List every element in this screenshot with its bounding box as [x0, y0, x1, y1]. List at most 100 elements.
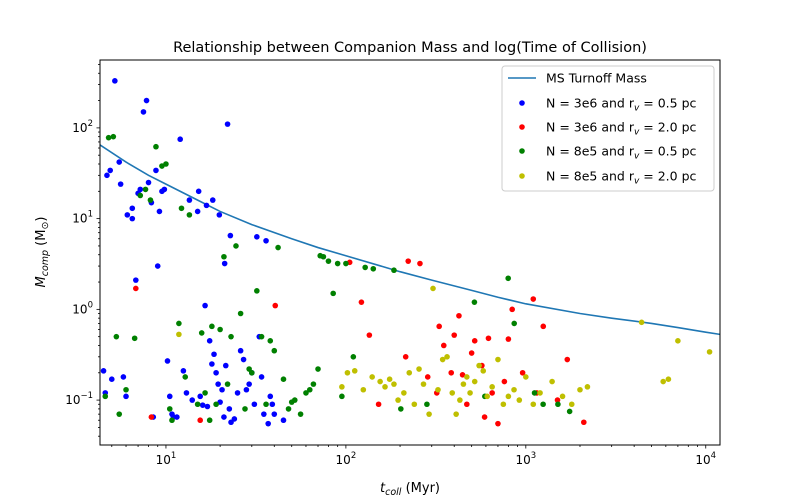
data-point — [440, 342, 447, 349]
data-point — [395, 397, 401, 403]
data-point — [198, 330, 205, 336]
data-point — [495, 356, 501, 363]
data-point — [464, 401, 470, 408]
tick-base: 10 — [72, 302, 87, 316]
data-point — [417, 260, 423, 267]
series-3 — [102, 133, 573, 424]
data-point — [211, 351, 217, 358]
data-point — [351, 368, 358, 374]
tick-base: 10 — [65, 393, 80, 407]
data-point — [105, 134, 112, 141]
data-point — [182, 374, 189, 380]
data-point — [511, 386, 517, 393]
data-point — [263, 237, 269, 244]
data-point — [439, 356, 446, 363]
data-point — [501, 378, 508, 385]
data-point — [449, 390, 456, 396]
legend-label: N = 3e6 and rv = 2.0 pc — [546, 120, 697, 138]
data-point — [242, 406, 248, 412]
data-point — [405, 258, 412, 264]
series-1 — [100, 78, 287, 427]
data-point — [197, 417, 203, 424]
data-point — [386, 376, 393, 382]
data-point — [116, 411, 123, 417]
legend-label-sub: v — [634, 177, 640, 187]
data-point — [195, 188, 202, 195]
data-point — [154, 263, 161, 269]
data-point — [265, 420, 271, 427]
data-point — [484, 393, 490, 400]
data-point — [129, 205, 136, 212]
data-point — [231, 416, 238, 422]
chart-title: Relationship between Companion Mass and … — [173, 40, 647, 56]
data-point — [251, 401, 258, 408]
data-point — [148, 414, 155, 420]
axes-frame — [99, 59, 721, 446]
data-point — [344, 369, 351, 376]
data-point — [120, 374, 127, 380]
data-point — [213, 401, 219, 408]
data-point — [202, 302, 208, 309]
data-point — [505, 393, 512, 400]
data-point — [420, 381, 427, 387]
data-point — [178, 205, 185, 212]
data-point — [169, 417, 175, 424]
data-point — [315, 366, 321, 372]
data-point — [163, 161, 169, 167]
data-point — [370, 265, 377, 272]
tick-base: 10 — [156, 453, 171, 467]
tick-exponent: −1 — [80, 391, 93, 401]
data-point — [391, 381, 397, 387]
data-point — [176, 320, 182, 327]
data-point — [237, 310, 244, 317]
legend-label-rest: = 2.0 pc — [639, 169, 696, 184]
data-point — [530, 296, 537, 302]
tick-base: 10 — [72, 121, 87, 135]
data-point — [495, 420, 501, 427]
data-point — [638, 319, 645, 326]
data-point — [509, 306, 515, 313]
legend-marker — [519, 124, 525, 130]
data-point — [263, 401, 269, 408]
data-point — [297, 411, 304, 417]
data-point — [234, 390, 241, 396]
data-point — [140, 109, 147, 115]
tick-exponent: 3 — [531, 451, 536, 461]
data-point — [476, 362, 482, 369]
data-point — [137, 186, 144, 193]
data-point — [444, 354, 450, 360]
legend-label-main: N = 3e6 and r — [546, 120, 635, 135]
data-point — [194, 208, 201, 215]
data-point — [217, 326, 223, 333]
data-point — [358, 299, 365, 305]
data-point — [460, 381, 467, 387]
data-point — [505, 275, 511, 282]
legend-label-sub: v — [634, 152, 640, 162]
tick-base: 10 — [336, 453, 351, 467]
data-point — [555, 401, 561, 408]
data-point — [471, 299, 478, 305]
y-tick-label: 100 — [72, 300, 93, 316]
data-point — [164, 358, 171, 364]
data-point — [186, 212, 193, 218]
data-point — [209, 323, 215, 330]
tick-exponent: 2 — [351, 451, 356, 461]
data-point — [233, 243, 239, 249]
data-point — [133, 285, 139, 292]
data-point — [531, 390, 538, 396]
data-point — [156, 208, 163, 215]
data-point — [176, 331, 182, 338]
data-point — [180, 368, 187, 374]
data-point — [306, 386, 313, 393]
data-point — [310, 381, 317, 387]
data-point — [267, 338, 274, 344]
data-point — [133, 277, 139, 283]
data-point — [100, 368, 107, 374]
legend-label: N = 8e5 and rv = 2.0 pc — [546, 169, 697, 187]
data-point — [453, 411, 459, 417]
x-axis-label-sub: coll — [385, 487, 402, 498]
data-point — [219, 386, 225, 393]
data-point — [221, 260, 228, 267]
data-point — [448, 369, 455, 376]
